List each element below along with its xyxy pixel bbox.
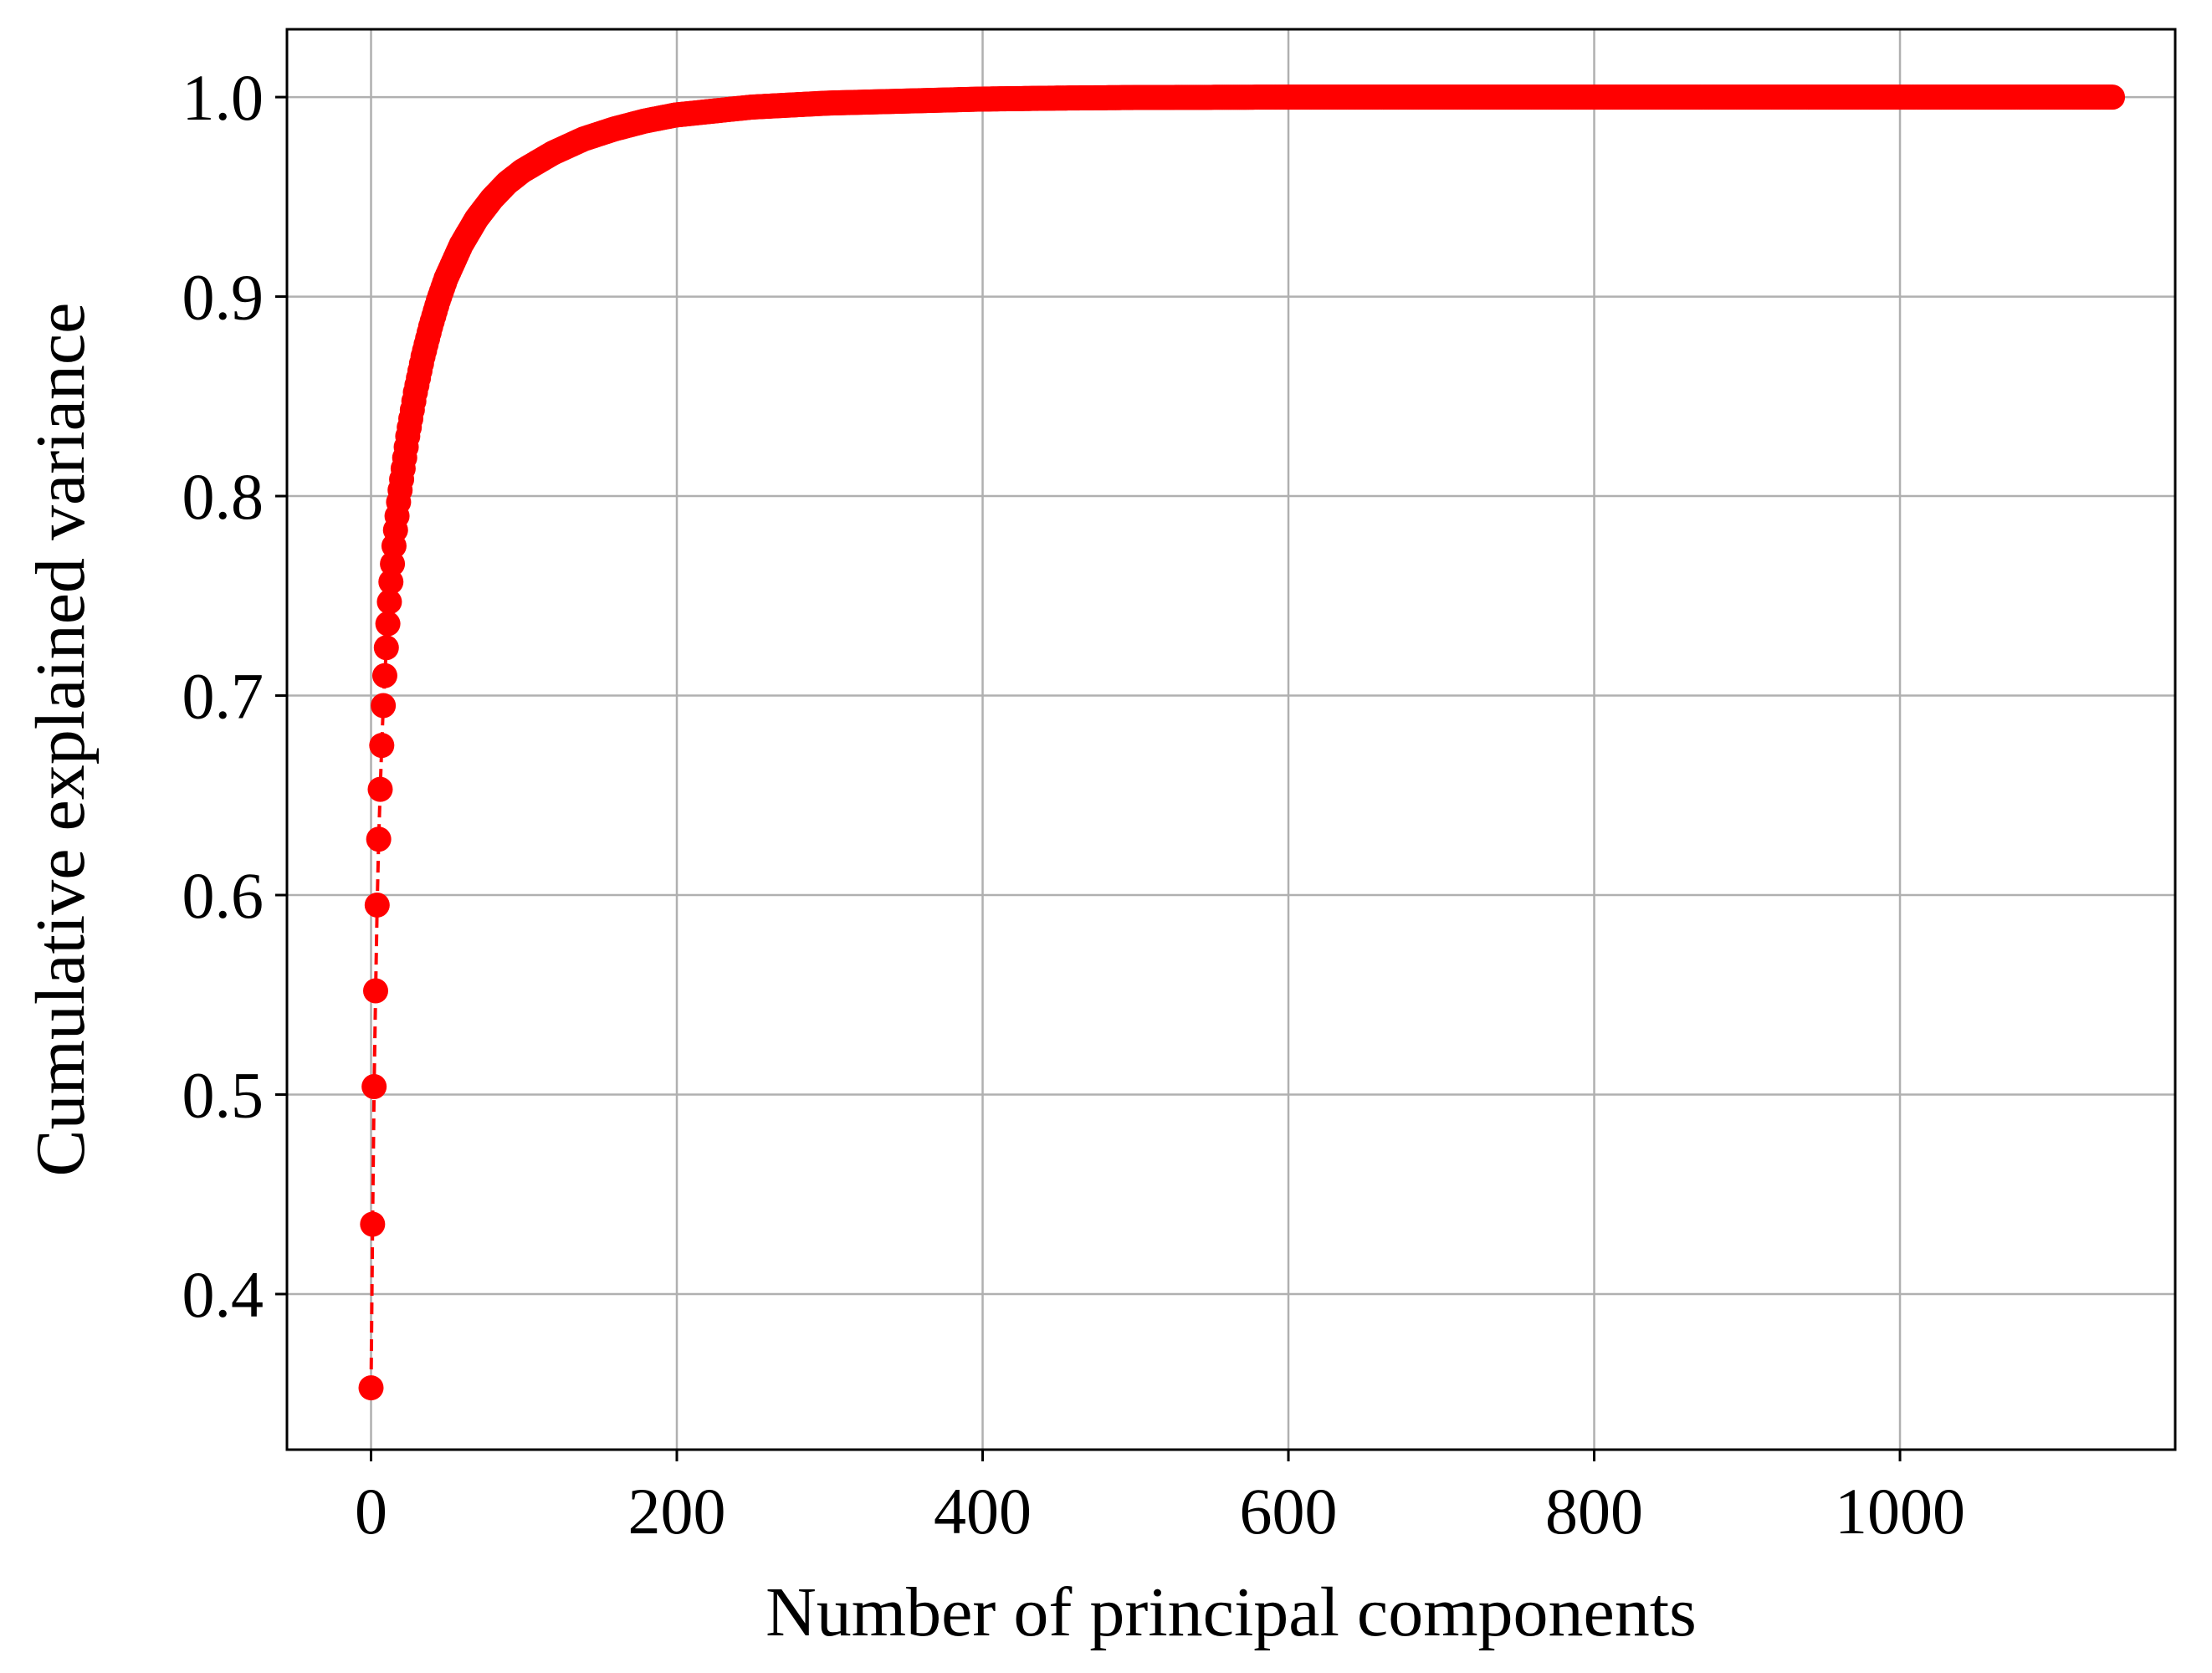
data-point — [361, 1073, 387, 1099]
data-point — [373, 635, 399, 661]
x-tick-label: 0 — [355, 1475, 387, 1548]
x-axis-label: Number of principal components — [765, 1573, 1697, 1651]
y-tick-label: 0.4 — [182, 1258, 264, 1331]
y-tick-label: 0.7 — [182, 660, 264, 733]
series-cumulative-variance — [358, 84, 2126, 1401]
data-point — [358, 1375, 384, 1401]
y-tick-label: 1.0 — [182, 61, 264, 134]
x-tick-label: 800 — [1545, 1475, 1643, 1548]
x-tick-label: 1000 — [1835, 1475, 1965, 1548]
x-axis-ticks: 0 200 400 600 800 1000 — [355, 1450, 1965, 1548]
x-tick-label: 600 — [1240, 1475, 1338, 1548]
grid — [287, 29, 2175, 1450]
data-point — [2100, 84, 2126, 110]
y-tick-label: 0.5 — [182, 1059, 264, 1132]
data-point — [376, 589, 402, 615]
x-tick-label: 400 — [934, 1475, 1032, 1548]
data-point — [367, 776, 393, 802]
data-point — [366, 826, 392, 852]
data-point — [378, 569, 404, 595]
data-point — [360, 1211, 386, 1237]
x-tick-label: 200 — [628, 1475, 726, 1548]
y-tick-label: 0.8 — [182, 460, 264, 533]
data-point — [364, 892, 390, 918]
data-point — [375, 611, 401, 637]
y-axis-label: Cumulative explained variance — [22, 303, 100, 1177]
plot-frame — [285, 28, 2177, 1451]
y-tick-label: 0.9 — [182, 261, 264, 334]
data-point — [369, 733, 395, 759]
data-point — [371, 663, 397, 688]
data-point — [380, 551, 406, 577]
data-point — [371, 693, 397, 719]
series-line — [369, 95, 2113, 1389]
data-point — [363, 978, 388, 1004]
y-axis-ticks: 0.4 0.5 0.6 0.7 0.8 0.9 1.0 — [182, 61, 287, 1331]
y-tick-label: 0.6 — [182, 859, 264, 932]
